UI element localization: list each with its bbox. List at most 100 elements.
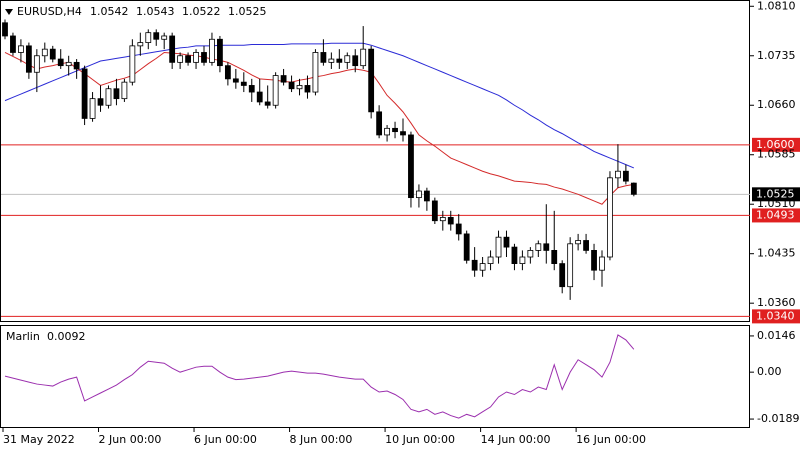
candle-body: [599, 256, 605, 271]
candle-body: [543, 243, 550, 251]
candle-body: [272, 75, 279, 106]
y-tick-label: 0.00: [757, 365, 782, 378]
candle-body: [240, 81, 247, 86]
candle-body: [161, 35, 168, 40]
candle-body: [607, 177, 613, 258]
candle-body: [416, 190, 422, 199]
candle-body: [248, 85, 255, 93]
candle-body: [360, 48, 367, 67]
candle-body: [471, 259, 478, 271]
candle-body: [193, 52, 199, 63]
candle-body: [201, 52, 207, 63]
candle-body: [376, 111, 383, 136]
candle-body: [121, 81, 128, 100]
y-tick-label: 1.0435: [757, 247, 796, 260]
candle-body: [264, 101, 271, 106]
indicator-panel: [0, 325, 750, 428]
candle-body: [209, 38, 215, 63]
candle-body: [463, 233, 470, 261]
candle-body: [89, 98, 96, 119]
candle-body: [336, 58, 343, 63]
candle-body: [129, 45, 136, 83]
candle-body: [519, 256, 526, 264]
candle-body: [153, 32, 160, 40]
low-value: 1.0522: [182, 5, 221, 18]
candle-body: [113, 88, 120, 100]
x-tick-label: 10 Jun 00:00: [385, 433, 455, 446]
y-tick-label: 1.0585: [757, 148, 796, 161]
candle-body: [304, 85, 311, 93]
x-tick-label: 14 Jun 00:00: [481, 433, 551, 446]
candle-body: [33, 55, 40, 73]
candle-body: [447, 217, 454, 225]
y-tick-label: -0.0189: [757, 412, 799, 425]
candle-body: [400, 131, 406, 136]
candle-body: [232, 78, 239, 83]
candle-body: [312, 52, 319, 93]
moving-average: [4, 51, 634, 205]
candle-body: [431, 200, 438, 222]
y-tick-label: 1.0510: [757, 197, 796, 210]
candle-body: [487, 256, 494, 264]
candle-body: [559, 263, 566, 288]
level-label: 1.0340: [756, 309, 795, 322]
candle-body: [25, 45, 32, 73]
menu-arrow: [5, 9, 13, 15]
high-value: 1.0543: [136, 5, 175, 18]
price-label-box: [752, 187, 800, 202]
candle-body: [105, 88, 112, 106]
candle-body: [49, 48, 56, 60]
x-tick-label: 16 Jun 00:00: [576, 433, 646, 446]
candle-body: [630, 182, 637, 195]
candle-body: [145, 32, 152, 43]
price-label: 1.0525: [756, 187, 795, 200]
candle-body: [591, 250, 597, 271]
candle-body: [408, 134, 414, 199]
candle-body: [439, 217, 446, 222]
candle-body: [185, 55, 191, 63]
candle-body: [320, 52, 327, 63]
indicator-value: 0.0092: [47, 330, 86, 343]
candle-body: [169, 35, 176, 63]
candle-body: [280, 75, 287, 83]
candle-body: [535, 243, 542, 251]
indicator-line: [4, 334, 635, 419]
candle-body: [256, 91, 263, 103]
x-tick-label: 31 May 2022: [3, 433, 75, 446]
y-tick-label: 1.0360: [757, 296, 796, 309]
candle-body: [527, 250, 534, 258]
level-label-box: [752, 309, 800, 324]
candle-body: [288, 81, 295, 90]
level-label-box: [752, 208, 800, 223]
open-value: 1.0542: [90, 5, 129, 18]
candle-body: [622, 170, 629, 182]
candle-body: [352, 55, 359, 67]
candle-body: [296, 85, 303, 90]
candle-body: [137, 42, 144, 47]
candle-body: [503, 236, 510, 248]
candle-body: [18, 45, 24, 53]
candle-body: [57, 58, 64, 67]
candle-body: [384, 127, 390, 136]
candle-body: [10, 35, 16, 53]
candle-body: [217, 38, 223, 67]
candle-body: [97, 98, 104, 106]
candle-body: [328, 58, 335, 63]
level-label: 1.0493: [756, 208, 795, 221]
x-tick-label: 2 Jun 00:00: [99, 433, 162, 446]
x-tick-label: 8 Jun 00:00: [290, 433, 353, 446]
candle-body: [615, 170, 621, 179]
y-tick-label: 0.0146: [757, 329, 796, 342]
candle-body: [368, 48, 375, 113]
indicator-title: Marlin: [6, 330, 40, 343]
candle-body: [423, 190, 430, 202]
y-tick-label: 1.0735: [757, 49, 796, 62]
candle-body: [455, 223, 462, 235]
candle-body: [511, 246, 518, 264]
main-panel: [0, 0, 750, 322]
candle-body: [583, 240, 589, 251]
y-tick-label: 1.0660: [757, 98, 796, 111]
x-tick-label: 6 Jun 00:00: [194, 433, 257, 446]
candle-body: [392, 127, 398, 133]
